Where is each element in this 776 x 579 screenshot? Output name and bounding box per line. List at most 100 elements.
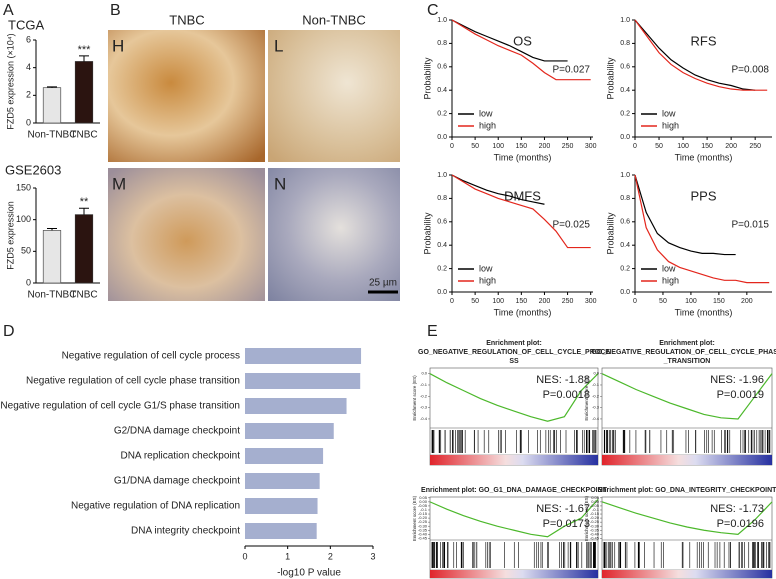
- error-bar: [79, 207, 89, 215]
- y-tick-label: 0.0: [593, 371, 599, 376]
- y-tick-label: -0.35: [590, 527, 600, 532]
- y-tick-label: -0.05: [590, 503, 600, 508]
- column-header: TNBC: [169, 12, 204, 27]
- rank-colorbar: [430, 455, 598, 465]
- y-tick-label: -0.25: [590, 519, 600, 524]
- bar: [42, 230, 62, 284]
- y-tick-label: -0.4: [420, 416, 428, 421]
- panel-letter: E: [427, 323, 438, 340]
- y-tick-label: -0.1: [592, 382, 600, 387]
- p-value: P=0.015: [731, 220, 769, 231]
- nes-label: NES: -1.88: [536, 374, 590, 386]
- bar: [245, 523, 317, 539]
- survival-curve: [634, 19, 768, 91]
- nes-label: NES: -1.96: [710, 374, 764, 386]
- bar: [245, 348, 362, 364]
- x-axis-label: Time (months): [494, 307, 552, 317]
- y-tick-label: -0.2: [592, 393, 600, 398]
- y-tick-label: 0.2: [437, 110, 447, 117]
- y-axis-label: Probability: [422, 212, 432, 255]
- chart-title: RFS: [691, 33, 717, 48]
- y-tick-label: -0.20: [418, 515, 428, 520]
- y-tick-label: 0: [26, 277, 31, 287]
- survival-curve: [451, 174, 545, 205]
- y-tick-label: 6: [26, 34, 31, 44]
- x-tick-label: 0: [633, 298, 637, 305]
- y-tick-label: 0.0: [620, 289, 630, 296]
- x-tick-label: 50: [471, 298, 479, 305]
- chart-title: Enrichment plot: GO_G1_DNA_DAMAGE_CHECKP…: [421, 487, 608, 494]
- chart-title: GSE2603: [5, 162, 61, 177]
- y-axis-label: Enrichment score (ES): [412, 495, 417, 541]
- y-tick-label: -0.4: [592, 416, 600, 421]
- y-tick-label: -0.2: [420, 393, 428, 398]
- survival-curve: [634, 19, 756, 91]
- significance: **: [80, 196, 89, 208]
- y-tick-label: 0: [26, 117, 31, 127]
- image-label: H: [112, 36, 124, 55]
- x-tick-label: Non-TNBC: [28, 130, 77, 141]
- plot-frame: [429, 367, 599, 466]
- error-bar: [79, 55, 89, 62]
- x-tick-label: 0: [242, 551, 247, 561]
- column-header: Non-TNBC: [302, 12, 366, 27]
- y-tick-label: 0.05: [591, 495, 600, 500]
- category-label: Negative regulation of DNA replication: [71, 501, 240, 512]
- y-tick-label: 1.0: [620, 172, 630, 179]
- chart-title: Enrichment plot: GO_DNA_INTEGRITY_CHECKP…: [598, 487, 776, 494]
- x-tick-label: 150: [713, 298, 725, 305]
- category-label: DNA replication checkpoint: [120, 451, 240, 462]
- y-tick-label: 0.4: [437, 87, 447, 94]
- panel-letter: B: [110, 2, 121, 19]
- y-axis-label: FZD5 expression (×10⁴): [5, 33, 15, 129]
- y-tick-label: 0.0: [437, 289, 447, 296]
- y-axis-label: Enrichment score (ES): [584, 495, 589, 541]
- category-label: G2/DNA damage checkpoint: [114, 426, 240, 437]
- y-tick-label: 0.2: [437, 265, 447, 272]
- y-tick-label: 0.4: [437, 242, 447, 249]
- y-axis-label: FZD5 expression: [5, 201, 15, 270]
- y-axis-label: Probability: [605, 57, 615, 100]
- y-tick-label: -0.30: [418, 523, 428, 528]
- x-tick-label: 0: [450, 143, 454, 150]
- x-tick-label: 150: [701, 143, 713, 150]
- chart-title: PPS: [690, 188, 716, 203]
- p-value: P=0.0018: [543, 389, 590, 401]
- y-tick-label: 1.0: [620, 17, 630, 24]
- plot-frame: [601, 496, 773, 579]
- y-tick-label: -0.30: [590, 523, 600, 528]
- y-tick-label: -0.1: [420, 507, 428, 512]
- survival-curve: [634, 174, 736, 256]
- enrichment-curve: [601, 373, 773, 420]
- y-tick-label: 1.0: [437, 172, 447, 179]
- x-tick-label: TNBC: [70, 130, 97, 141]
- y-axis-label: Probability: [422, 57, 432, 100]
- bar: [74, 61, 94, 124]
- image-label: M: [112, 174, 126, 193]
- y-axis-label: Enrichment score (ES): [584, 375, 589, 421]
- x-tick-label: 0: [450, 298, 454, 305]
- legend-label: low: [662, 108, 676, 118]
- bar: [74, 214, 94, 284]
- x-axis-label: Time (months): [494, 152, 552, 162]
- micrograph-image: [268, 30, 400, 162]
- y-axis-label: Probability: [605, 212, 615, 255]
- x-tick-label: 50: [659, 298, 667, 305]
- error-bar: [47, 86, 57, 88]
- legend-label: high: [479, 275, 496, 285]
- p-value: P=0.0019: [717, 389, 764, 401]
- bar: [245, 373, 361, 389]
- y-tick-label: 150: [16, 182, 31, 192]
- p-value: P=0.027: [552, 65, 590, 76]
- bar: [245, 473, 320, 489]
- scale-bar-label: 25 µm: [369, 278, 397, 289]
- survival-curve: [451, 174, 591, 249]
- x-tick-label: 2: [328, 551, 333, 561]
- chart-title: _TRANSITION: [663, 358, 711, 365]
- micrograph-image: [108, 168, 265, 301]
- error-bar: [47, 228, 57, 231]
- y-tick-label: 0.0: [437, 134, 447, 141]
- x-tick-label: 200: [539, 143, 551, 150]
- chart-title: GO_NEGATIVE_REGULATION_OF_CELL_CYCLE_PHA…: [591, 349, 776, 356]
